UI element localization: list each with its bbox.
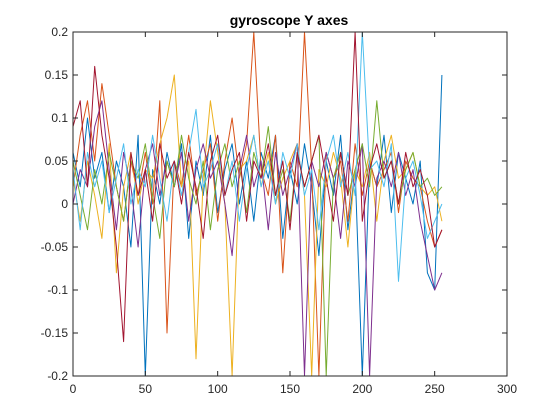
series-line-4 xyxy=(73,100,443,376)
y-tick-label: 0.05 xyxy=(45,154,69,168)
y-tick-label: -0.15 xyxy=(41,326,69,340)
series-layer xyxy=(73,32,443,376)
x-tick-label: 300 xyxy=(497,382,517,396)
series-line-5 xyxy=(73,100,443,376)
x-tick-label: 50 xyxy=(139,382,153,396)
x-tick-label: 0 xyxy=(70,382,77,396)
series-line-6 xyxy=(73,32,443,282)
x-tick-label: 200 xyxy=(352,382,372,396)
x-tick-label: 100 xyxy=(208,382,228,396)
chart-title: gyroscope Y axes xyxy=(230,12,349,28)
x-tick-label: 250 xyxy=(425,382,445,396)
x-tick-label: 150 xyxy=(280,382,300,396)
y-tick-label: -0.1 xyxy=(47,283,68,297)
y-tick-label: -0.05 xyxy=(41,240,69,254)
series-line-2 xyxy=(73,32,443,376)
y-tick-label: 0.2 xyxy=(51,25,68,39)
y-tick-label: -0.2 xyxy=(47,369,68,383)
tick-layer: 0 50 100 150 200 250 300 -0.2 -0.15 -0.1 -0.05 0 0.0… xyxy=(41,25,518,396)
y-tick-label: 0.1 xyxy=(51,111,68,125)
y-tick-label: 0.15 xyxy=(45,68,69,82)
series-line-7 xyxy=(73,32,443,343)
y-tick-label: 0 xyxy=(61,197,68,211)
